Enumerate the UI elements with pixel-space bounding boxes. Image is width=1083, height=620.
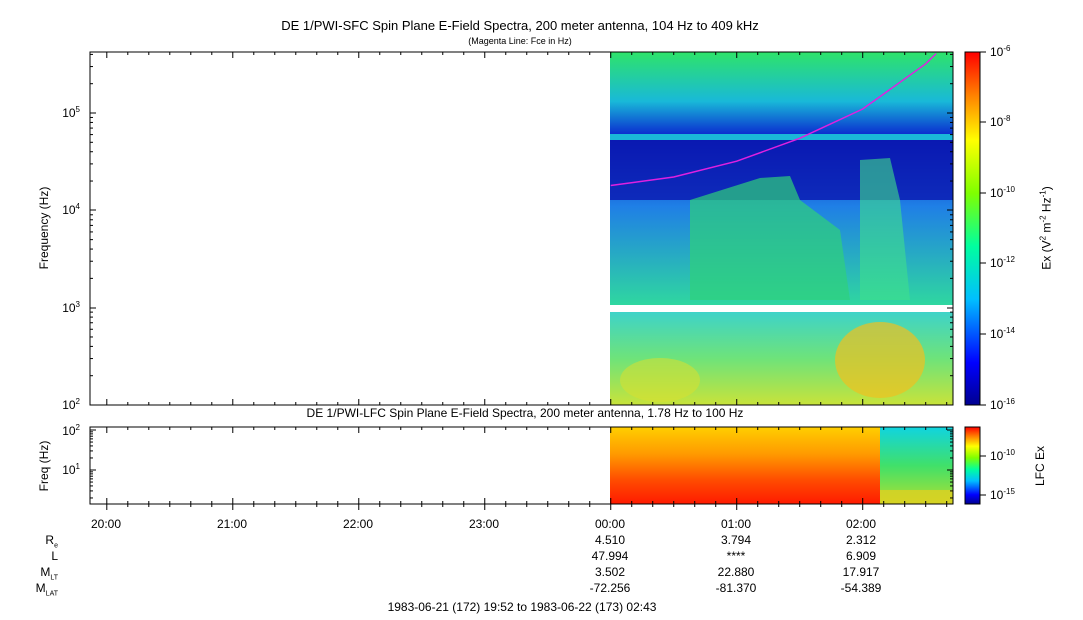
y-tick-label-lower: 102	[62, 423, 80, 438]
lower-spectrogram-image	[610, 427, 953, 504]
x-tick-label: 02:00	[845, 517, 877, 531]
y-tick-label-lower: 101	[62, 462, 80, 477]
lower-y-minor-ticks	[90, 431, 953, 499]
colorbar-tick-label: 10-10	[990, 185, 1015, 200]
ephem-value: -81.370	[715, 581, 757, 595]
x-tick-label: 01:00	[720, 517, 752, 531]
ephem-value: 22.880	[717, 565, 755, 579]
x-tick-label: 23:00	[468, 517, 500, 531]
ephem-value: -72.256	[589, 581, 631, 595]
subtitle: (Magenta Line: Fce in Hz)	[468, 36, 572, 46]
x-tick-label: 20:00	[90, 517, 122, 531]
ephem-row-label-l: L	[51, 549, 58, 563]
colorbar-tick-label-lower: 10-15	[990, 487, 1015, 502]
ephem-row-label-re: Re	[45, 533, 58, 550]
ephem-value: 6.909	[845, 549, 877, 563]
colorbar-tick-label: 10-12	[990, 255, 1015, 270]
x-tick-label: 00:00	[594, 517, 626, 531]
ephem-value: 3.502	[594, 565, 626, 579]
ephem-value: 17.917	[842, 565, 880, 579]
y-tick-label: 105	[62, 105, 80, 120]
ephem-value: 47.994	[591, 549, 629, 563]
colorbar-tick-label: 10-16	[990, 397, 1015, 412]
ephem-value: 3.794	[720, 533, 752, 547]
upper-plot-frame	[89, 51, 954, 406]
main-title: DE 1/PWI-SFC Spin Plane E-Field Spectra,…	[281, 18, 759, 33]
x-tick-label: 22:00	[342, 517, 374, 531]
y-tick-label: 104	[62, 202, 80, 217]
upper-colorbar	[964, 51, 981, 406]
ephem-value: ****	[726, 549, 746, 563]
fce-line	[610, 52, 937, 187]
x-axis-ticks	[106, 52, 948, 510]
ephem-value: 2.312	[845, 533, 877, 547]
lower-colorbar-ticks	[980, 455, 986, 496]
y-tick-label: 102	[62, 397, 80, 412]
time-range-label: 1983-06-21 (172) 19:52 to 1983-06-22 (17…	[387, 600, 657, 614]
ephem-value: -54.389	[840, 581, 882, 595]
colorbar-tick-label: 10-6	[990, 44, 1011, 59]
upper-y-ticks	[90, 112, 953, 406]
lower-colorbar	[964, 426, 981, 505]
colorbar-tick-label: 10-14	[990, 326, 1015, 341]
lower-plot-frame	[89, 426, 954, 505]
upper-spectrogram-image	[610, 52, 953, 405]
upper-colorbar-ticks	[980, 51, 986, 406]
ephem-row-label-mlt: MLT	[40, 565, 58, 582]
upper-y-minor-ticks	[90, 53, 953, 377]
lower-y-ticks	[90, 429, 953, 471]
colorbar-tick-label-lower: 10-10	[990, 448, 1015, 463]
y-tick-label: 103	[62, 300, 80, 315]
ephem-value: 4.510	[594, 533, 626, 547]
x-tick-label: 21:00	[216, 517, 248, 531]
lower-title: DE 1/PWI-LFC Spin Plane E-Field Spectra,…	[306, 406, 744, 420]
ephem-row-label-mlat: MLAT	[35, 581, 58, 598]
colorbar-tick-label: 10-8	[990, 114, 1011, 129]
